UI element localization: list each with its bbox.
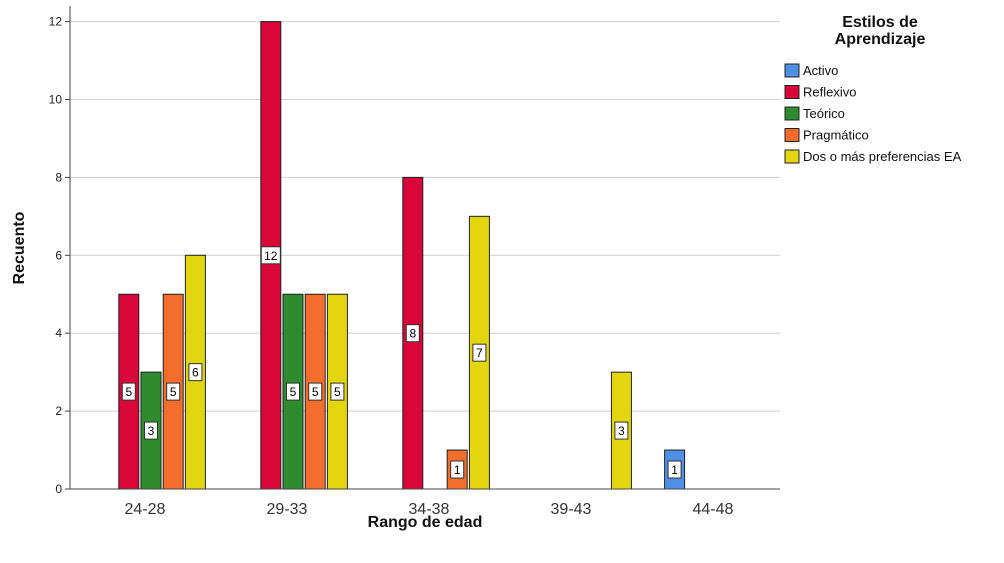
data-label: 3: [618, 424, 625, 438]
y-axis-title: Recuento: [11, 211, 28, 284]
data-label: 5: [334, 385, 341, 399]
y-tick-label: 12: [49, 15, 63, 29]
x-tick-label: 34-38: [409, 501, 450, 518]
legend-swatch: [784, 128, 800, 142]
data-label: 7: [476, 346, 483, 360]
data-label: 5: [290, 385, 297, 399]
y-tick-label: 6: [55, 248, 62, 262]
legend-swatch: [784, 149, 800, 164]
data-label: 5: [312, 385, 319, 399]
x-tick-label: 24-28: [125, 501, 166, 518]
x-tick-label: 44-48: [693, 501, 734, 518]
legend-item-label: Reflexivo: [803, 85, 856, 100]
data-label-box: [308, 382, 323, 401]
legend-swatch: [784, 85, 800, 99]
data-label-box: [614, 421, 629, 440]
data-label-box: [405, 324, 420, 343]
data-label: 5: [170, 385, 177, 399]
data-label-box: [166, 382, 181, 401]
y-tick-label: 0: [55, 482, 62, 496]
data-label-box: [450, 460, 465, 479]
legend-item-label: Dos o más preferencias EA: [803, 149, 962, 164]
y-tick-label: 2: [55, 404, 62, 418]
legend-title-line: Aprendizaje: [835, 31, 926, 48]
x-axis: 24-28 29-33 34-38 39-43 44-48: [70, 488, 780, 518]
legend-item-label: Pragmático: [803, 128, 869, 143]
data-label-box: [188, 363, 203, 382]
x-tick-label: 29-33: [267, 501, 308, 518]
data-label-box: [286, 382, 300, 401]
x-axis-title: Rango de edad: [368, 514, 483, 531]
legend-swatch: [784, 63, 800, 78]
legend-item-label: Activo: [803, 63, 838, 78]
y-axis: 0 2 4 6 8 10 12: [49, 6, 71, 496]
data-label-box: [472, 343, 487, 362]
data-label: 8: [409, 327, 416, 341]
x-tick-label: 39-43: [551, 501, 592, 518]
data-label-box: [144, 421, 158, 440]
legend-title-line: Estilos de: [842, 14, 918, 31]
data-label: 1: [671, 463, 678, 477]
data-label: 3: [148, 424, 155, 438]
data-label: 12: [264, 249, 278, 263]
data-label: 6: [192, 366, 199, 380]
legend-item-label: Teórico: [803, 106, 845, 121]
data-label-box: [667, 460, 682, 479]
data-label: 5: [125, 385, 132, 399]
y-tick-label: 8: [55, 170, 62, 184]
y-tick-label: 4: [55, 326, 62, 340]
data-label-box: [330, 382, 345, 401]
legend-swatch: [784, 106, 800, 121]
data-label-box: [260, 246, 281, 265]
data-label-box: [121, 382, 136, 401]
data-label: 1: [454, 463, 461, 477]
data-labels: 5 3 5 6 12 5 5 5 8 1 7 3 1: [121, 246, 682, 479]
y-tick-label: 10: [49, 92, 63, 106]
